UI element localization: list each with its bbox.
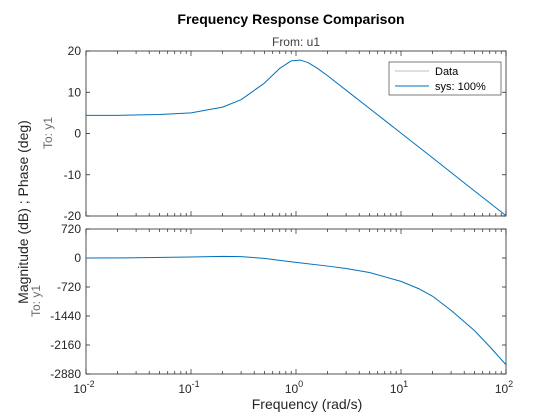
y-tick-label: -2880 (50, 367, 81, 381)
x-axis-label: Frequency (rad/s) (252, 396, 362, 412)
x-tick-label: 10-2 (73, 379, 94, 396)
phase-x-ticks (85, 229, 507, 374)
magnitude-output-label: To: y1 (41, 117, 55, 149)
chart-subtitle: From: u1 (272, 35, 320, 49)
chart-title: Frequency Response Comparison (177, 11, 404, 27)
phase-y-ticks: 720 0 -720 -1440 -2160 -2880 (50, 222, 506, 381)
series-line-sys (85, 255, 507, 366)
y-axis-label: Magnitude (dB) ; Phase (deg) (15, 120, 31, 304)
phase-series (85, 255, 507, 366)
legend-box (388, 61, 502, 96)
magnitude-y-ticks: 20 10 0 -10 -20 (64, 44, 506, 223)
y-tick-label: 0 (74, 251, 81, 265)
phase-output-label: To: y1 (29, 285, 43, 317)
y-tick-label: -720 (57, 280, 81, 294)
y-tick-label: -10 (64, 168, 82, 182)
magnitude-series (86, 59, 507, 216)
x-tick-labels: 10-2 10-1 100 101 102 (73, 379, 513, 396)
magnitude-x-ticks (85, 51, 507, 216)
y-tick-label: -2160 (50, 338, 81, 352)
legend-label-sys: sys: 100% (435, 81, 486, 93)
series-line-sys (86, 59, 507, 216)
x-tick-label: 102 (495, 379, 513, 396)
y-tick-label: 0 (74, 127, 81, 141)
phase-panel: 720 0 -720 -1440 -2160 -2880 (50, 222, 507, 381)
y-tick-label: -1440 (50, 309, 81, 323)
x-tick-label: 100 (285, 379, 303, 396)
x-tick-label: 101 (390, 379, 408, 396)
y-tick-label: -20 (64, 209, 82, 223)
legend-label-data: Data (435, 66, 459, 78)
y-tick-label: 20 (68, 44, 82, 58)
phase-axes-frame (85, 228, 507, 375)
legend: Data sys: 100% (388, 61, 502, 96)
y-tick-label: 720 (61, 222, 81, 236)
y-tick-label: 10 (68, 85, 82, 99)
x-tick-label: 10-1 (178, 379, 199, 396)
